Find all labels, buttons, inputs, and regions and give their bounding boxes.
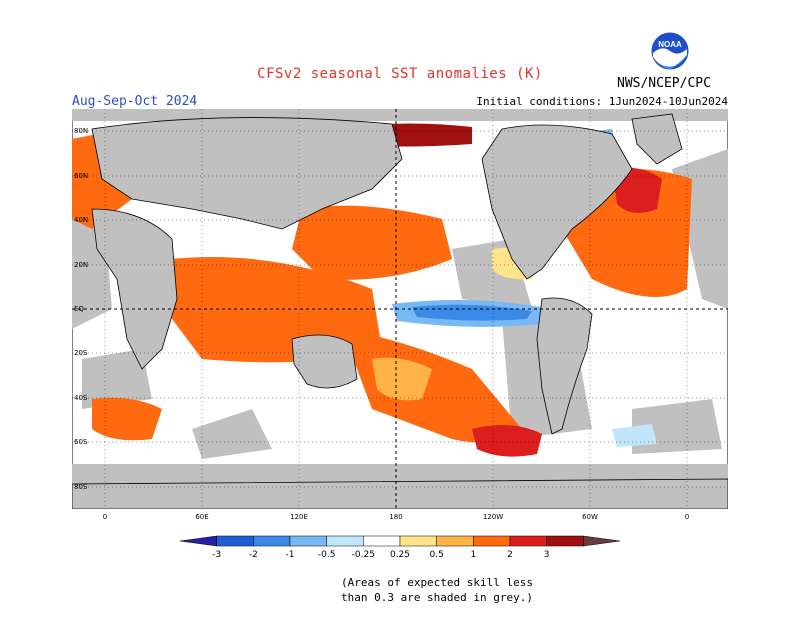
lon-label: 120W: [483, 513, 503, 521]
colorbar-tick-label: 1: [470, 550, 476, 560]
noaa-logo: NOAA: [650, 31, 690, 71]
lat-label: 40N: [74, 216, 88, 224]
north-america: [481, 124, 633, 280]
colorbar-segment: [289, 535, 327, 547]
season-label: Aug-Sep-Oct 2024: [72, 94, 198, 109]
lon-label: 60E: [195, 513, 208, 521]
colorbar-segment: [436, 535, 474, 547]
colorbar-segment: [253, 535, 291, 547]
colorbar-tick-label: -1: [286, 550, 295, 560]
lat-label: 60S: [74, 438, 88, 446]
reference-lines: [72, 109, 728, 509]
lat-label: 80N: [74, 127, 88, 135]
grid-lines: [72, 109, 728, 509]
colorbar-segment: [363, 535, 401, 547]
antarctica: [72, 478, 728, 509]
lat-label: 20N: [74, 261, 88, 269]
colorbar-tick-label: -0.5: [318, 550, 336, 560]
eurasia: [91, 117, 403, 230]
lon-labels: 0 60E 120E 180 120W 60W 0: [103, 513, 689, 521]
south-america: [536, 297, 593, 435]
colorbar-tick-label: 3: [544, 550, 550, 560]
map-title: CFSv2 seasonal SST anomalies (K): [257, 66, 543, 82]
colorbar-segment: [583, 535, 621, 547]
lat-label: 60N: [74, 172, 88, 180]
colorbar-tick-label: -2: [249, 550, 258, 560]
africa: [91, 208, 178, 370]
logo-text: NOAA: [658, 40, 682, 49]
lon-label: 180: [389, 513, 402, 521]
greenland: [631, 113, 683, 165]
sst-map: 80N 60N 40N 20N EQ 20S 40S 60S 80S: [72, 109, 728, 509]
lon-label: 60W: [582, 513, 598, 521]
colorbar-tick-label: -3: [212, 550, 221, 560]
colorbar-tick-label: -0.25: [352, 550, 375, 560]
australia: [291, 334, 358, 389]
colorbar-segment: [509, 535, 547, 547]
colorbar-segment: [216, 535, 254, 547]
colorbar-segment: [326, 535, 364, 547]
lon-label: 0: [685, 513, 689, 521]
skill-note-line1: (Areas of expected skill less: [340, 576, 534, 589]
lat-label: 20S: [74, 349, 88, 357]
colorbar: -3 -2 -1 -0.5 -0.25 0.25 0.5 1 2 3: [179, 535, 621, 560]
colorbar-segment: [546, 535, 584, 547]
colorbar-segment: [179, 535, 217, 547]
colorbar-tick-label: 2: [507, 550, 513, 560]
lat-label: 80S: [74, 483, 88, 491]
skill-note: (Areas of expected skill less than 0.3 a…: [0, 575, 800, 605]
lon-label: 0: [103, 513, 107, 521]
skill-note-line2: than 0.3 are shaded in grey.): [340, 591, 534, 604]
lon-label: 120E: [290, 513, 308, 521]
colorbar-tick-label: 0.5: [430, 550, 444, 560]
initial-conditions: Initial conditions: 1Jun2024-10Jun2024: [476, 95, 728, 108]
colorbar-segment: [473, 535, 511, 547]
lat-label: 40S: [74, 394, 88, 402]
colorbar-segment: [399, 535, 437, 547]
lat-labels: 80N 60N 40N 20N EQ 20S 40S 60S 80S: [74, 127, 88, 491]
continents: [72, 113, 728, 509]
agency-label: NWS/NCEP/CPC: [617, 76, 711, 91]
lat-label: EQ: [74, 305, 84, 313]
colorbar-tick-label: 0.25: [390, 550, 410, 560]
